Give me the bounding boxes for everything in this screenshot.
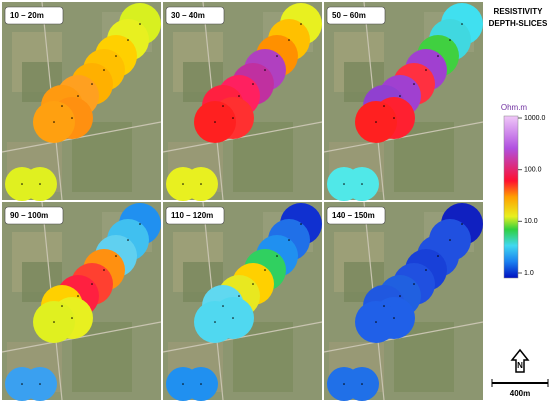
- station: [383, 105, 385, 107]
- station: [300, 223, 302, 225]
- station: [252, 283, 254, 285]
- legend-unit: Ohm.m: [501, 103, 528, 112]
- station: [375, 121, 377, 123]
- station: [222, 105, 224, 107]
- panel-label-box: [165, 6, 225, 25]
- station: [425, 269, 427, 271]
- panel-label: 50 – 60m: [332, 11, 366, 20]
- panels: 10 – 20m 30 – 40m 50 – 60m 90 – 100m 110 – 1…: [1, 1, 484, 401]
- station: [361, 183, 363, 185]
- station: [91, 283, 93, 285]
- station: [61, 105, 63, 107]
- station: [375, 321, 377, 323]
- scale-label: 400m: [510, 389, 530, 398]
- station: [103, 69, 105, 71]
- station: [139, 23, 141, 25]
- scale-bar: 400m: [491, 379, 549, 398]
- station: [77, 95, 79, 97]
- station: [264, 269, 266, 271]
- legend: RESISTIVITY DEPTH-SLICES Ohm.m 1000.0 100…: [489, 7, 549, 398]
- station: [264, 69, 266, 71]
- map-panel: 50 – 60m: [323, 1, 484, 201]
- station: [361, 383, 363, 385]
- station: [182, 183, 184, 185]
- station: [103, 269, 105, 271]
- station: [252, 83, 254, 85]
- station: [383, 305, 385, 307]
- station: [71, 317, 73, 319]
- station: [39, 383, 41, 385]
- station: [238, 295, 240, 297]
- station: [393, 117, 395, 119]
- station: [399, 95, 401, 97]
- station: [393, 317, 395, 319]
- station: [232, 317, 234, 319]
- panel-label: 140 – 150m: [332, 211, 375, 220]
- station: [115, 55, 117, 57]
- panel-label-box: [326, 206, 386, 225]
- station: [288, 39, 290, 41]
- station: [77, 295, 79, 297]
- station: [139, 223, 141, 225]
- station: [222, 305, 224, 307]
- station: [399, 295, 401, 297]
- station: [91, 83, 93, 85]
- station: [214, 121, 216, 123]
- station: [127, 39, 129, 41]
- station: [53, 121, 55, 123]
- station: [182, 383, 184, 385]
- station: [300, 23, 302, 25]
- station: [413, 283, 415, 285]
- tick-label: 100.0: [524, 167, 542, 174]
- station: [461, 223, 463, 225]
- station: [413, 83, 415, 85]
- north-label: N: [517, 361, 523, 370]
- legend-title: DEPTH-SLICES: [489, 19, 548, 28]
- station: [232, 117, 234, 119]
- station: [343, 383, 345, 385]
- panel-label: 90 – 100m: [10, 211, 48, 220]
- station: [71, 117, 73, 119]
- station: [21, 383, 23, 385]
- panel-label-box: [4, 6, 64, 25]
- station: [343, 183, 345, 185]
- tick-label: 10.0: [524, 218, 538, 225]
- map-panel: 30 – 40m: [162, 1, 323, 201]
- station: [39, 183, 41, 185]
- station: [214, 321, 216, 323]
- panel-label-box: [165, 206, 225, 225]
- station: [288, 239, 290, 241]
- panel-label-box: [326, 6, 386, 25]
- station: [449, 39, 451, 41]
- station: [127, 239, 129, 241]
- station: [200, 383, 202, 385]
- panel-label-box: [4, 206, 64, 225]
- panel-label: 110 – 120m: [171, 211, 213, 220]
- station: [115, 255, 117, 257]
- north-arrow: N: [510, 348, 530, 373]
- tick-label: 1.0: [524, 270, 534, 277]
- colorbar: [503, 115, 519, 279]
- tick-label: 1000.0: [524, 115, 546, 122]
- map-panel: 90 – 100m: [1, 201, 162, 401]
- station: [276, 255, 278, 257]
- station: [238, 95, 240, 97]
- map-panel: 110 – 120m: [162, 201, 323, 401]
- station: [449, 239, 451, 241]
- map-panel: 10 – 20m: [1, 1, 162, 201]
- station: [437, 55, 439, 57]
- station: [21, 183, 23, 185]
- legend-title: RESISTIVITY: [494, 7, 544, 16]
- station: [276, 55, 278, 57]
- panel-label: 30 – 40m: [171, 11, 205, 20]
- station: [200, 183, 202, 185]
- station: [53, 321, 55, 323]
- station: [425, 69, 427, 71]
- station: [461, 23, 463, 25]
- station: [61, 305, 63, 307]
- map-panel: 140 – 150m: [323, 201, 484, 401]
- station: [437, 255, 439, 257]
- panel-label: 10 – 20m: [10, 11, 44, 20]
